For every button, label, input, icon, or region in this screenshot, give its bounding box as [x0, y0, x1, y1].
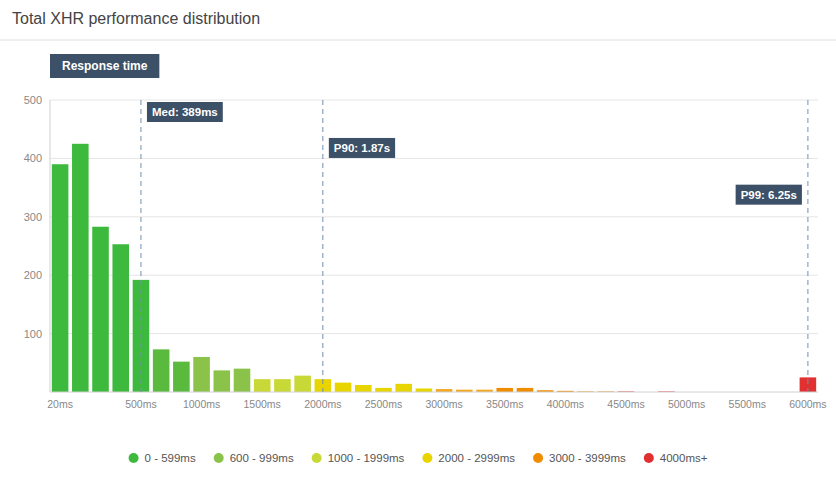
y-tick-label: 100	[24, 328, 42, 340]
annotation-label: P90: 1.87s	[334, 142, 390, 154]
annotation: Med: 389ms	[147, 102, 223, 122]
annotation-line	[322, 100, 323, 392]
grid-line	[50, 100, 818, 101]
bar	[496, 388, 513, 392]
bar	[92, 227, 109, 392]
bars	[52, 144, 816, 392]
bar	[234, 369, 251, 392]
legend-label: 2000 - 2999ms	[438, 452, 515, 464]
bar	[335, 383, 352, 392]
x-tick-label: 4000ms	[547, 398, 584, 410]
y-tick-label: 500	[24, 94, 42, 106]
annotation-lines	[141, 100, 808, 392]
bar	[294, 376, 311, 392]
legend-marker	[422, 453, 432, 463]
bar	[214, 370, 231, 392]
annotation-line	[140, 100, 141, 392]
bar	[416, 388, 433, 392]
bar	[52, 164, 69, 392]
grid-line	[50, 158, 818, 159]
x-tick-label: 1500ms	[244, 398, 281, 410]
bar	[112, 244, 129, 392]
y-tick-label: 200	[24, 269, 42, 281]
separator	[0, 40, 836, 41]
bar	[72, 144, 89, 392]
legend: 0 - 599ms 600 - 999ms 1000 - 1999ms 2000 - …	[129, 452, 708, 464]
subtitle-box: Response time	[50, 54, 159, 78]
bar	[173, 362, 190, 392]
x-tick-label: 2500ms	[365, 398, 402, 410]
background	[0, 0, 836, 487]
legend-item: 1000 - 1999ms	[312, 452, 405, 464]
legend-label: 1000 - 1999ms	[328, 452, 405, 464]
bar	[274, 379, 291, 392]
legend-label: 0 - 599ms	[145, 452, 196, 464]
legend-marker	[214, 453, 224, 463]
legend-label: 3000 - 3999ms	[549, 452, 626, 464]
title: Total XHR performance distribution	[12, 10, 260, 27]
x-axis-line	[50, 392, 818, 393]
bar	[395, 384, 412, 392]
bar	[254, 379, 271, 392]
bar	[153, 349, 170, 392]
x-tick-label: 20ms	[47, 398, 73, 410]
grid-line	[50, 216, 818, 217]
x-tick-label: 3000ms	[425, 398, 462, 410]
legend-marker	[533, 453, 543, 463]
x-tick-label: 6000ms	[789, 398, 826, 410]
legend-label: 4000ms+	[660, 452, 708, 464]
legend-item: 2000 - 2999ms	[422, 452, 515, 464]
annotation: P99: 6.25s	[736, 185, 802, 205]
legend-item: 4000ms+	[644, 452, 708, 464]
x-tick-label: 2000ms	[304, 398, 341, 410]
legend-item: 3000 - 3999ms	[533, 452, 626, 464]
x-tick-label: 4500ms	[607, 398, 644, 410]
annotation: P90: 1.87s	[329, 138, 395, 158]
bar	[375, 388, 392, 392]
x-tick-label: 1000ms	[183, 398, 220, 410]
x-tick-label: 5500ms	[729, 398, 766, 410]
grid	[50, 100, 818, 334]
legend-marker	[129, 453, 139, 463]
subtitle: Response time	[62, 59, 148, 73]
y-axis-line	[50, 100, 51, 392]
x-tick-label: 3500ms	[486, 398, 523, 410]
grid-line	[50, 275, 818, 276]
bar	[193, 357, 210, 392]
legend-marker	[644, 453, 654, 463]
bar	[517, 388, 534, 392]
annotation-box	[736, 185, 802, 205]
x-tick-label: 500ms	[125, 398, 157, 410]
y-tick-label: 300	[24, 211, 42, 223]
annotation-box	[147, 102, 223, 122]
annotation-line	[807, 100, 808, 392]
chart: Total XHR performance distribution Respon…	[0, 0, 836, 487]
legend-marker	[312, 453, 322, 463]
annotation-box	[329, 138, 395, 158]
legend-item: 600 - 999ms	[214, 452, 294, 464]
x-tick-label: 5000ms	[668, 398, 705, 410]
legend-item: 0 - 599ms	[129, 452, 196, 464]
y-tick-label: 400	[24, 152, 42, 164]
bar	[355, 385, 372, 392]
annotation-label: P99: 6.25s	[741, 189, 797, 201]
subtitle-background	[50, 54, 159, 78]
grid-line	[50, 333, 818, 334]
legend-label: 600 - 999ms	[230, 452, 294, 464]
annotation-label: Med: 389ms	[152, 106, 218, 118]
